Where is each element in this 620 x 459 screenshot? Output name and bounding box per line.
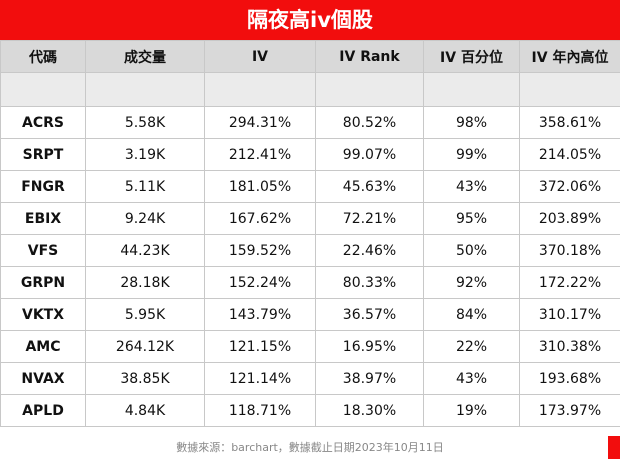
- spacer-cell: [519, 72, 620, 107]
- corner-accent: [608, 436, 620, 459]
- cell-volume: 4.84K: [85, 394, 205, 427]
- table-row: EBIX 9.24K 167.62% 72.21% 95% 203.89%: [0, 202, 620, 235]
- table-row: FNGR 5.11K 181.05% 45.63% 43% 372.06%: [0, 170, 620, 203]
- cell-volume: 3.19K: [85, 138, 205, 171]
- table-row: APLD 4.84K 118.71% 18.30% 19% 173.97%: [0, 394, 620, 427]
- source-footnote: 數據來源：barchart，數據截止日期2023年10月11日: [176, 441, 444, 454]
- cell-iv-percentile: 19%: [423, 394, 520, 427]
- cell-iv-rank: 99.07%: [315, 138, 424, 171]
- header-code: 代碼: [0, 40, 86, 73]
- cell-volume: 44.23K: [85, 234, 205, 267]
- spacer-cell: [423, 72, 520, 107]
- cell-iv-rank: 36.57%: [315, 298, 424, 331]
- cell-code: VKTX: [0, 298, 86, 331]
- cell-iv-percentile: 92%: [423, 266, 520, 299]
- cell-iv-rank: 80.33%: [315, 266, 424, 299]
- table-row: VFS 44.23K 159.52% 22.46% 50% 370.18%: [0, 234, 620, 267]
- spacer-row: [0, 72, 620, 107]
- cell-code: SRPT: [0, 138, 86, 171]
- cell-iv-rank: 38.97%: [315, 362, 424, 395]
- table-row: AMC 264.12K 121.15% 16.95% 22% 310.38%: [0, 330, 620, 363]
- cell-code: FNGR: [0, 170, 86, 203]
- cell-volume: 264.12K: [85, 330, 205, 363]
- cell-volume: 28.18K: [85, 266, 205, 299]
- cell-iv-percentile: 99%: [423, 138, 520, 171]
- cell-volume: 5.58K: [85, 106, 205, 139]
- table-row: SRPT 3.19K 212.41% 99.07% 99% 214.05%: [0, 138, 620, 171]
- cell-code: APLD: [0, 394, 86, 427]
- header-iv: IV: [204, 40, 316, 73]
- spacer-cell: [0, 72, 86, 107]
- cell-iv-percentile: 98%: [423, 106, 520, 139]
- cell-iv-percentile: 43%: [423, 362, 520, 395]
- table-row: VKTX 5.95K 143.79% 36.57% 84% 310.17%: [0, 298, 620, 331]
- page-title: 隔夜高iv個股: [0, 0, 620, 40]
- table-row: ACRS 5.58K 294.31% 80.52% 98% 358.61%: [0, 106, 620, 139]
- cell-iv: 167.62%: [204, 202, 316, 235]
- cell-iv-percentile: 84%: [423, 298, 520, 331]
- cell-code: ACRS: [0, 106, 86, 139]
- cell-iv-year-high: 372.06%: [519, 170, 620, 203]
- cell-iv-year-high: 310.38%: [519, 330, 620, 363]
- cell-iv-rank: 80.52%: [315, 106, 424, 139]
- cell-iv: 152.24%: [204, 266, 316, 299]
- cell-code: GRPN: [0, 266, 86, 299]
- cell-iv-rank: 22.46%: [315, 234, 424, 267]
- cell-iv: 294.31%: [204, 106, 316, 139]
- cell-iv: 181.05%: [204, 170, 316, 203]
- header-row: 代碼 成交量 IV IV Rank IV 百分位 IV 年內高位: [0, 40, 620, 73]
- cell-iv-percentile: 95%: [423, 202, 520, 235]
- cell-volume: 5.11K: [85, 170, 205, 203]
- cell-volume: 5.95K: [85, 298, 205, 331]
- cell-iv-year-high: 310.17%: [519, 298, 620, 331]
- cell-iv: 159.52%: [204, 234, 316, 267]
- cell-iv-percentile: 50%: [423, 234, 520, 267]
- cell-iv-percentile: 22%: [423, 330, 520, 363]
- cell-iv-year-high: 203.89%: [519, 202, 620, 235]
- cell-iv-rank: 72.21%: [315, 202, 424, 235]
- cell-iv: 118.71%: [204, 394, 316, 427]
- cell-iv-year-high: 173.97%: [519, 394, 620, 427]
- cell-iv-year-high: 214.05%: [519, 138, 620, 171]
- table-row: NVAX 38.85K 121.14% 38.97% 43% 193.68%: [0, 362, 620, 395]
- spacer-cell: [204, 72, 316, 107]
- cell-iv-percentile: 43%: [423, 170, 520, 203]
- cell-iv-rank: 45.63%: [315, 170, 424, 203]
- cell-iv-rank: 16.95%: [315, 330, 424, 363]
- cell-iv-year-high: 358.61%: [519, 106, 620, 139]
- cell-code: AMC: [0, 330, 86, 363]
- cell-volume: 38.85K: [85, 362, 205, 395]
- cell-iv-year-high: 193.68%: [519, 362, 620, 395]
- cell-iv-year-high: 370.18%: [519, 234, 620, 267]
- cell-iv: 121.15%: [204, 330, 316, 363]
- spacer-cell: [85, 72, 205, 107]
- cell-code: EBIX: [0, 202, 86, 235]
- cell-iv-rank: 18.30%: [315, 394, 424, 427]
- cell-volume: 9.24K: [85, 202, 205, 235]
- cell-iv: 143.79%: [204, 298, 316, 331]
- cell-iv: 212.41%: [204, 138, 316, 171]
- header-iv-percentile: IV 百分位: [423, 40, 520, 73]
- cell-iv: 121.14%: [204, 362, 316, 395]
- cell-code: NVAX: [0, 362, 86, 395]
- high-iv-table: 代碼 成交量 IV IV Rank IV 百分位 IV 年內高位 ACRS 5.…: [0, 40, 620, 427]
- header-iv-year-high: IV 年內高位: [519, 40, 620, 73]
- spacer-cell: [315, 72, 424, 107]
- cell-code: VFS: [0, 234, 86, 267]
- header-iv-rank: IV Rank: [315, 40, 424, 73]
- header-volume: 成交量: [85, 40, 205, 73]
- table-row: GRPN 28.18K 152.24% 80.33% 92% 172.22%: [0, 266, 620, 299]
- cell-iv-year-high: 172.22%: [519, 266, 620, 299]
